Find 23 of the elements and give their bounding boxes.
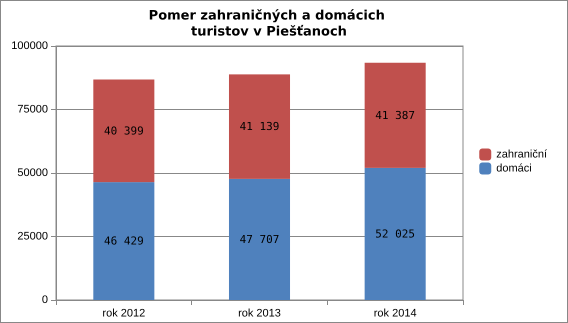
- bar: [364, 168, 426, 300]
- y-tick-label: 75000: [17, 104, 48, 116]
- bar: [228, 178, 290, 300]
- y-tick-label: 50000: [17, 167, 48, 179]
- x-tick-label: rok 2013: [238, 308, 281, 320]
- data-label: 40 399: [104, 124, 144, 138]
- data-label: 46 429: [104, 234, 144, 248]
- data-label: 41 139: [240, 120, 280, 134]
- bar: [93, 182, 154, 300]
- bar: [364, 62, 426, 168]
- legend-label: domáci: [496, 162, 532, 174]
- x-tick-label: rok 2014: [374, 308, 417, 320]
- chart-title: Pomer zahraničných a domácich turistov v Piešťanoch: [148, 8, 390, 40]
- y-tick-label: 0: [42, 294, 48, 306]
- data-label: 47 707: [240, 232, 280, 246]
- bar: [228, 74, 290, 179]
- y-tick-label: 25000: [17, 230, 48, 242]
- data-label: 41 387: [375, 108, 416, 122]
- bar: [93, 79, 154, 182]
- y-tick-label: 100000: [11, 40, 48, 52]
- data-label: 52 025: [375, 227, 416, 240]
- x-tick-label: rok 2012: [102, 308, 146, 320]
- legend-label: zahraniční: [496, 148, 548, 160]
